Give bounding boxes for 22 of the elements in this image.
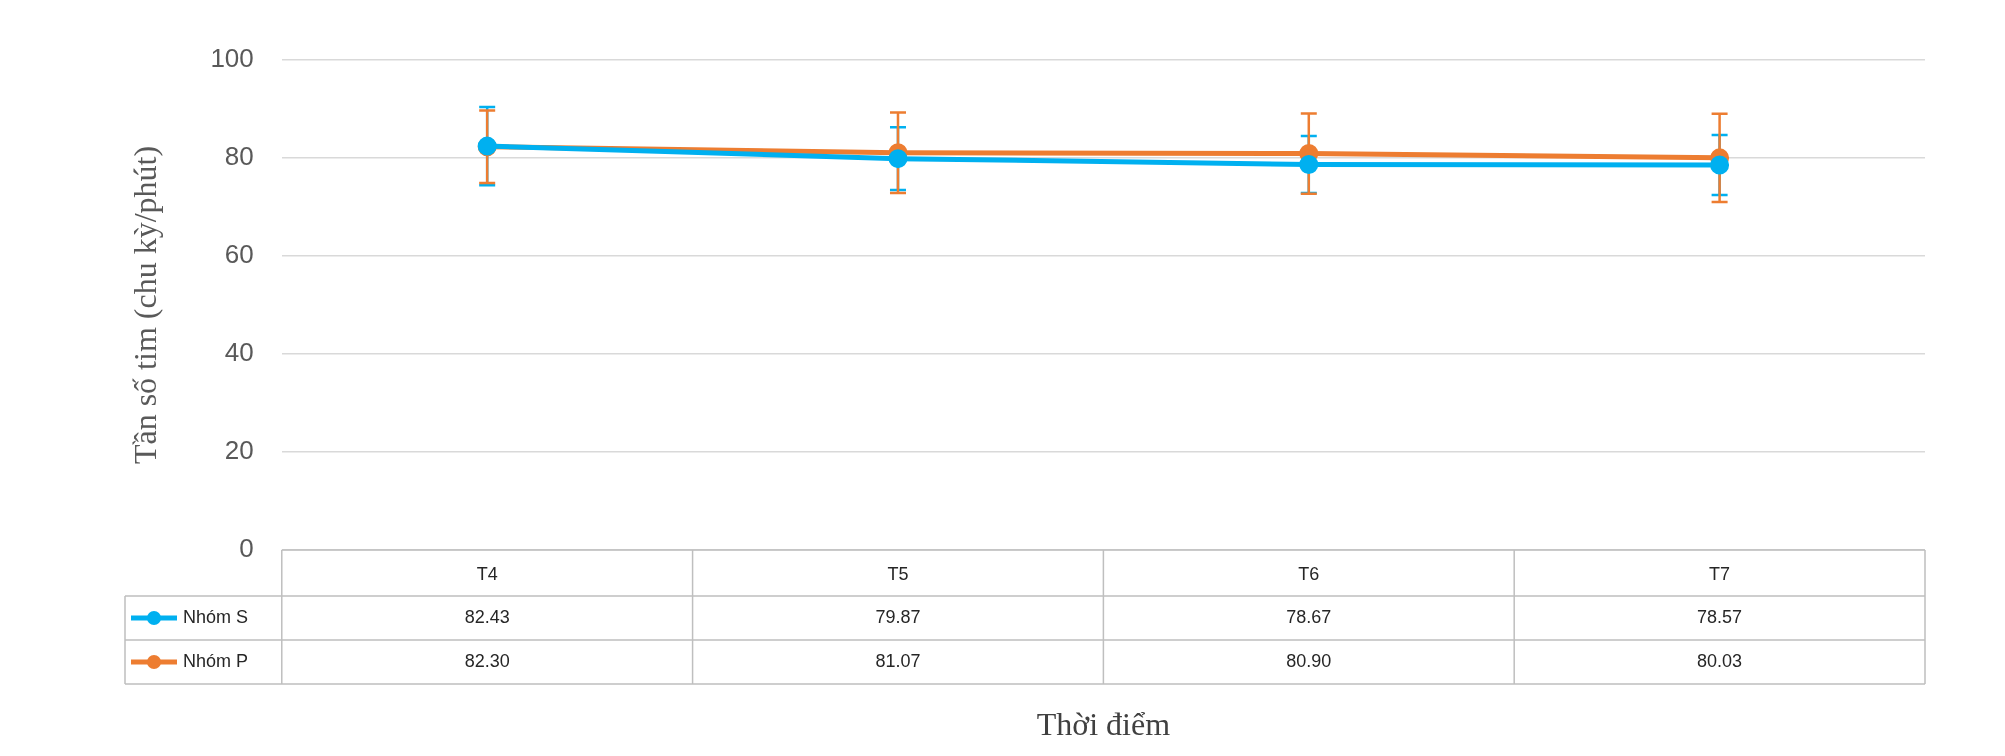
x-tick-label: T6: [1298, 563, 1320, 584]
data-label: 82.30: [464, 650, 510, 671]
data-label: 78.57: [1697, 606, 1743, 627]
x-tick-label: T4: [476, 563, 498, 584]
data-label: 81.07: [875, 650, 921, 671]
y-tick-label: 20: [224, 435, 254, 466]
y-tick-label: 0: [239, 533, 254, 564]
x-tick-label: T7: [1709, 563, 1731, 584]
x-axis-title: Thời điểm: [1036, 706, 1171, 743]
y-tick-label: 40: [224, 337, 254, 368]
y-tick-label: 100: [210, 43, 254, 74]
legend-label: Nhóm S: [183, 606, 249, 627]
y-axis-title: Tần số tim (chu kỳ/phút): [126, 145, 163, 465]
data-label: 82.43: [464, 606, 510, 627]
data-label: 78.67: [1286, 606, 1332, 627]
data-label: 80.03: [1697, 650, 1743, 671]
y-tick-label: 60: [224, 239, 254, 270]
data-label: 80.90: [1286, 650, 1332, 671]
data-label: 79.87: [875, 606, 921, 627]
y-tick-label: 80: [224, 141, 254, 172]
x-tick-label: T5: [887, 563, 909, 584]
legend-label: Nhóm P: [183, 650, 249, 671]
